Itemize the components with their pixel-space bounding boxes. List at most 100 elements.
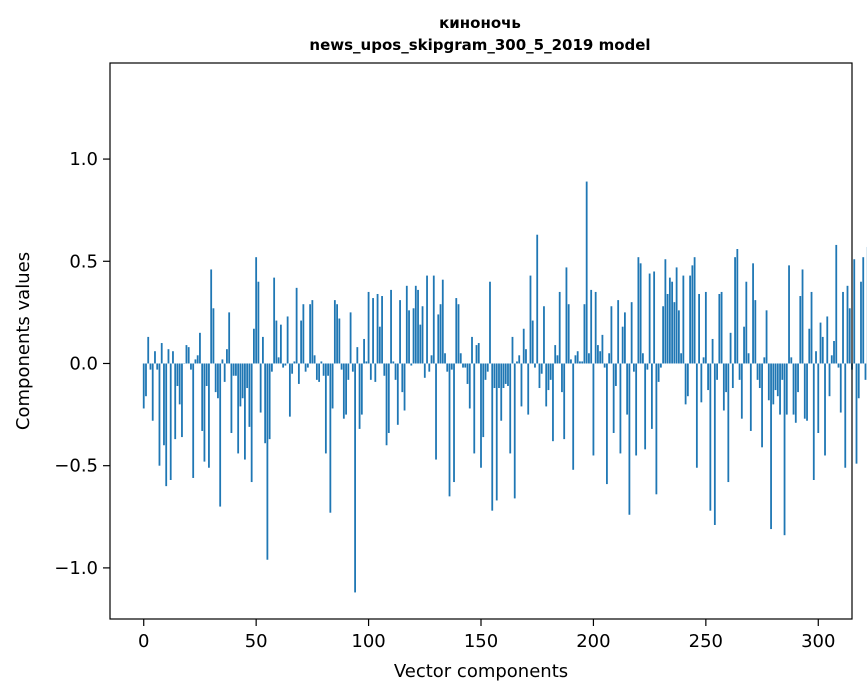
bar [403, 363, 406, 411]
bar [147, 336, 150, 364]
bar [774, 363, 777, 391]
bar [228, 312, 231, 364]
bar [531, 320, 534, 364]
bar [396, 363, 399, 425]
bar [194, 359, 197, 364]
bar [597, 345, 599, 364]
bar [383, 363, 386, 376]
bar [349, 312, 352, 364]
bar [459, 353, 462, 364]
bar [561, 363, 563, 393]
bar [232, 363, 235, 376]
bar [255, 257, 258, 364]
y-ticks: −1.0 −0.5 0.0 0.5 1.0 [54, 149, 110, 579]
bar [428, 363, 431, 372]
bar [365, 361, 368, 364]
bar [794, 363, 797, 423]
bar [453, 363, 455, 483]
bar [203, 363, 206, 462]
bar [190, 363, 192, 370]
bar [585, 181, 588, 364]
bar [518, 355, 521, 364]
bar [253, 328, 255, 364]
bar [763, 357, 766, 364]
bar [810, 291, 813, 364]
bar [262, 336, 264, 364]
bar [493, 363, 496, 389]
bar [588, 353, 590, 364]
bar [590, 289, 593, 364]
bar [655, 363, 658, 495]
bar [333, 300, 336, 364]
bar [295, 287, 298, 364]
bar [790, 357, 793, 364]
bar [646, 363, 649, 370]
bar [302, 304, 305, 364]
bar [201, 363, 204, 431]
bar [650, 363, 653, 429]
bar [549, 363, 552, 380]
bar [736, 249, 739, 364]
bar [779, 363, 781, 415]
bar [257, 281, 260, 364]
bar [680, 353, 683, 364]
bar [700, 363, 703, 403]
bar [306, 363, 309, 368]
bar [466, 363, 469, 384]
bar [615, 363, 617, 386]
bar [752, 263, 754, 364]
bar [381, 296, 383, 364]
bar [633, 363, 635, 372]
bar [212, 308, 215, 364]
bar [603, 363, 606, 368]
bar [219, 363, 222, 507]
bar [473, 363, 476, 454]
bar [801, 269, 804, 364]
bar [279, 324, 282, 364]
bar [731, 363, 734, 389]
bar [819, 322, 822, 364]
bar [268, 363, 271, 440]
bar [675, 267, 678, 364]
bar [347, 363, 350, 380]
y-tick-label: 1.0 [69, 149, 98, 170]
bar [401, 363, 404, 393]
bar [331, 363, 334, 409]
bar [444, 353, 446, 364]
bar [529, 275, 532, 364]
bar [439, 304, 442, 364]
bar [727, 363, 730, 483]
bar [156, 363, 159, 370]
bar [210, 269, 213, 364]
bar [356, 347, 359, 364]
bar [185, 345, 188, 364]
bar [824, 363, 826, 456]
bar [338, 318, 341, 364]
chart-title-line2: news_upos_skipgram_300_5_2019 model [309, 36, 650, 54]
bar [154, 351, 156, 364]
bar [745, 281, 748, 364]
bar [259, 363, 262, 413]
bar [160, 343, 163, 364]
bar [648, 273, 651, 364]
bar [169, 363, 172, 480]
bar [767, 363, 770, 401]
bar [378, 326, 381, 364]
bar [230, 363, 233, 433]
bar [639, 263, 642, 364]
bar [477, 343, 480, 364]
bar [621, 326, 624, 364]
y-tick-label: −1.0 [54, 558, 98, 579]
bar [495, 363, 498, 501]
bar [817, 363, 820, 433]
bar [284, 363, 287, 366]
bar [360, 363, 363, 415]
bar [698, 293, 700, 364]
bar [507, 363, 509, 386]
x-tick-label: 200 [576, 631, 610, 652]
bar [848, 308, 851, 364]
bar [556, 355, 559, 364]
bar [729, 332, 732, 364]
bar [668, 277, 671, 364]
